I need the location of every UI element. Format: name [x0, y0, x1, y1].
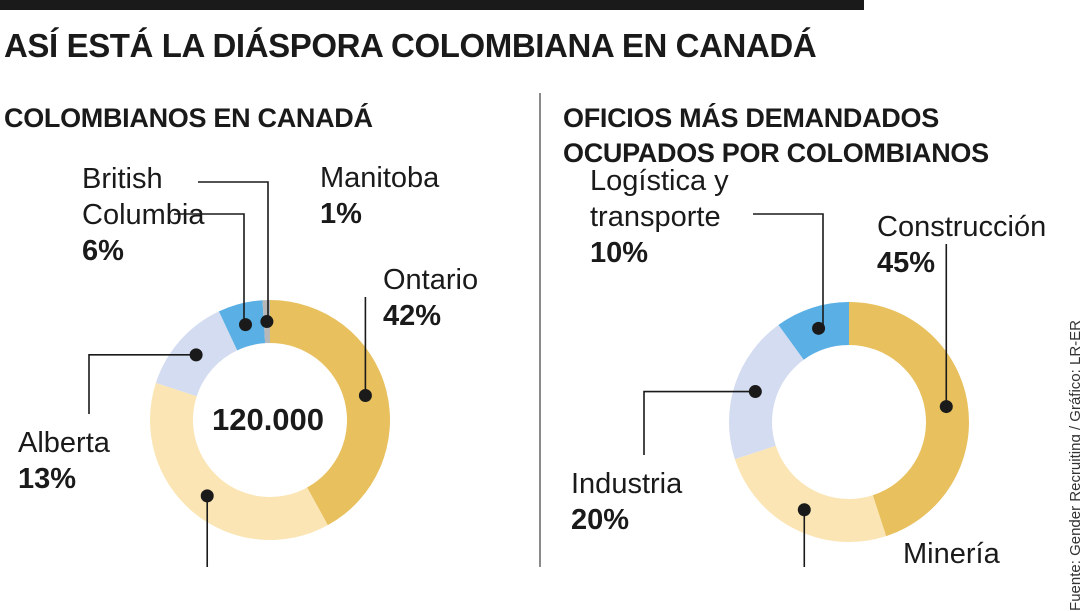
- callout-line-british-columbia: [174, 213, 245, 325]
- callout-label-ontario: Ontario: [383, 264, 478, 296]
- callout-value-alberta: 13%: [18, 463, 76, 495]
- callout-label-construccion: Construcción: [877, 211, 1046, 243]
- page-headline: ASÍ ESTÁ LA DIÁSPORA COLOMBIANA EN CANAD…: [4, 27, 817, 64]
- callout-label-mineria: Minería: [903, 538, 1001, 570]
- callout-value-british-columbia: 6%: [82, 235, 124, 267]
- callout-dot-logistica-y-transporte: [812, 321, 826, 335]
- donut-chart-oficios: Construcción 45% Minería Industria 20% Logíst…: [571, 165, 1046, 570]
- callout-label-manitoba: Manitoba: [320, 162, 440, 194]
- donut-segment-slice-1: [150, 382, 328, 541]
- donut-segment-construccion: [849, 302, 969, 537]
- callout-line-logistica-y-transporte: [753, 213, 824, 329]
- callout-value-industria: 20%: [571, 504, 629, 536]
- callout-line-industria: [643, 390, 756, 455]
- callout-line-manitoba: [198, 181, 269, 322]
- callout-value-ontario: 42%: [383, 300, 441, 332]
- chart-title-left: COLOMBIANOS EN CANADÁ: [4, 103, 373, 133]
- callout-value-logistica-y-transporte: 10%: [590, 237, 648, 269]
- callout-label-logistica-y-transporte: Logística y transporte: [590, 165, 729, 233]
- donut-segment-mineria: [734, 445, 887, 543]
- top-rule: [0, 0, 864, 10]
- donut-center-total: 120.000: [212, 402, 324, 437]
- chart-title-right: OFICIOS MÁS DEMANDADOS OCUPADOS POR COLO…: [563, 103, 989, 168]
- callout-label-industria: Industria: [571, 468, 683, 500]
- callout-label-alberta: Alberta: [18, 427, 111, 459]
- donut-segments: [729, 302, 969, 543]
- donut-segment-ontario: [270, 300, 391, 526]
- callout-value-manitoba: 1%: [320, 198, 362, 230]
- callout-dot-british-columbia: [239, 318, 253, 332]
- column-divider: [539, 93, 541, 567]
- donut-chart-colombianos: 120.000 Ontario 42% Alberta 13% British Columb…: [18, 162, 478, 567]
- callout-dot-manitoba: [260, 315, 274, 329]
- callout-label-british-columbia: British Columbia: [82, 163, 205, 231]
- donut-segment-industria: [729, 324, 804, 460]
- callout-line-alberta: [88, 354, 197, 414]
- callout-value-construccion: 45%: [877, 247, 935, 279]
